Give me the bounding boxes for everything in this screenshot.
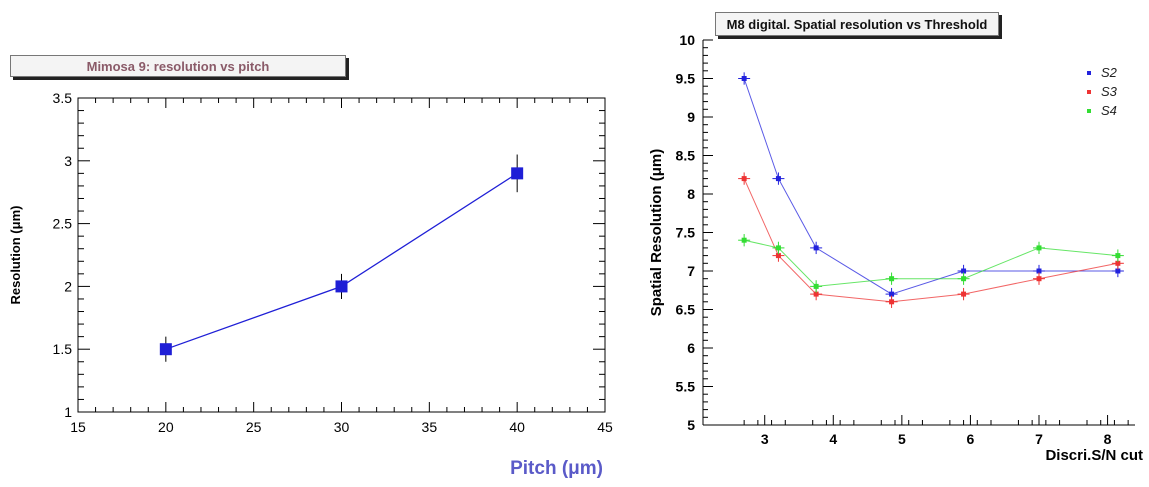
- y-tick-label: 9: [687, 109, 695, 125]
- x-tick-label: 8: [1104, 431, 1112, 447]
- data-point: [159, 343, 172, 356]
- data-point-s4: [813, 283, 819, 289]
- x-axis-label: Discri.S/N cut: [1045, 447, 1143, 464]
- data-point-s3: [1115, 260, 1121, 266]
- y-tick-label: 8: [687, 186, 695, 202]
- x-tick-label: 40: [509, 419, 525, 435]
- y-tick-label: 10: [679, 32, 695, 48]
- x-tick-label: 5: [898, 431, 906, 447]
- series-line-s3: [743, 178, 1118, 303]
- legend-marker: [1087, 89, 1091, 94]
- data-point-s2: [961, 268, 967, 274]
- data-point-s2: [813, 245, 819, 251]
- series-line-s2: [743, 78, 1118, 295]
- left-chart-svg: 15 20 25 30 35 40 45 1 1.5 2 2.5 3 3.5 Resolution (μm…: [8, 90, 613, 479]
- data-point-s2: [741, 76, 747, 81]
- data-point-s3: [775, 253, 781, 259]
- data-point-s3: [1036, 276, 1042, 282]
- x-axis-label: Pitch (μm): [510, 458, 603, 479]
- legend-label: S2: [1101, 65, 1117, 80]
- y-tick-label: 8.5: [676, 148, 696, 164]
- x-tick-label: 7: [1035, 431, 1043, 447]
- legend-marker: [1087, 108, 1091, 113]
- chart-resolution-vs-pitch: 15 20 25 30 35 40 45 1 1.5 2 2.5 3 3.5 Resolution (μm…: [8, 55, 613, 479]
- legend-entry-s3: S3: [1087, 82, 1117, 101]
- y-tick-label: 1: [64, 404, 72, 420]
- data-point-s4: [961, 276, 967, 282]
- x-tick-label: 35: [422, 419, 438, 435]
- legend-label: S3: [1101, 84, 1117, 99]
- data-point-s2: [1115, 268, 1121, 274]
- plot-frame: [77, 97, 606, 413]
- right-chart-title: M8 digital. Spatial resolution vs Thresh…: [715, 12, 999, 36]
- legend-label: S4: [1101, 103, 1117, 118]
- y-tick-label: 1.5: [53, 341, 73, 357]
- x-tick-label: 15: [70, 419, 86, 435]
- data-point-s3: [889, 299, 895, 305]
- y-tick-label: 7.5: [676, 225, 696, 241]
- y-tick-label: 3: [64, 153, 72, 169]
- right-chart-svg: 5 5.5 6 6.5 7 7.5 8 8.5 9 9.5 10 3 4 5 6 7 8 Spatial Reso…: [648, 32, 1143, 464]
- y-tick-label: 5.5: [676, 379, 696, 395]
- y-tick-label: 6.5: [676, 302, 696, 318]
- y-tick-label: 3.5: [53, 90, 73, 106]
- data-point-s3: [741, 176, 747, 182]
- y-axis-label: Resolution (μm): [8, 206, 23, 305]
- y-axis-label: Spatial Resolution (μm): [648, 149, 665, 317]
- data-point-s2: [775, 176, 781, 182]
- x-tick-label: 4: [829, 431, 837, 447]
- data-point-s2: [889, 291, 895, 297]
- x-tick-label: 6: [967, 431, 975, 447]
- x-tick-label: 45: [597, 419, 613, 435]
- data-point-s4: [741, 237, 747, 243]
- legend-marker: [1087, 70, 1091, 75]
- series-line: [165, 172, 518, 350]
- data-point-s2: [1036, 268, 1042, 274]
- x-tick-label: 30: [334, 419, 350, 435]
- data-point-s4: [889, 276, 895, 282]
- legend-entry-s4: S4: [1087, 101, 1117, 120]
- data-point: [511, 167, 524, 180]
- series-line-s4: [744, 239, 1118, 287]
- y-tick-label: 7: [687, 263, 695, 279]
- legend: S2 S3 S4: [1087, 63, 1117, 120]
- x-tick-label: 3: [761, 431, 769, 447]
- chart-spatial-resolution-vs-threshold: 5 5.5 6 6.5 7 7.5 8 8.5 9 9.5 10 3 4 5 6 7 8 Spatial Reso…: [625, 0, 1149, 487]
- y-tick-label: 6: [687, 340, 695, 356]
- data-point-s4: [1036, 245, 1042, 251]
- y-tick-label: 5: [687, 417, 695, 433]
- x-tick-label: 25: [246, 419, 262, 435]
- data-point-s3: [813, 291, 819, 297]
- legend-entry-s2: S2: [1087, 63, 1117, 82]
- data-point-s3: [961, 291, 967, 297]
- y-tick-label: 2: [64, 278, 72, 294]
- data-point-s4: [1115, 253, 1121, 259]
- y-tick-label: 2.5: [53, 216, 73, 232]
- data-point: [335, 280, 348, 293]
- x-tick-label: 20: [158, 419, 174, 435]
- left-chart-title: Mimosa 9: resolution vs pitch: [10, 55, 346, 77]
- y-tick-label: 9.5: [676, 71, 696, 87]
- data-point-s4: [775, 245, 781, 251]
